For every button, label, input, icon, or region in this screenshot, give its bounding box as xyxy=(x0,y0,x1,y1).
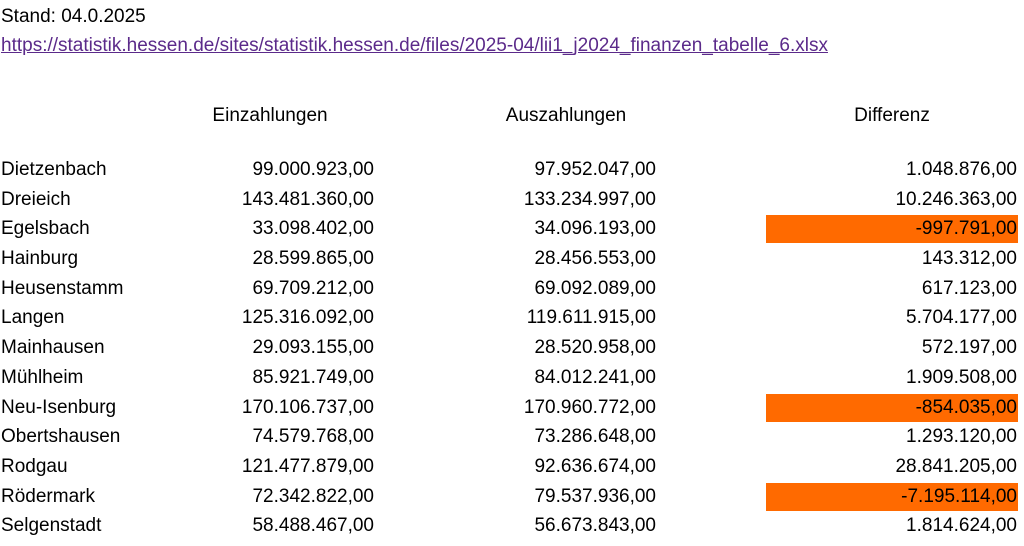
municipality-name[interactable]: Heusenstamm xyxy=(1,277,124,299)
auszahlungen-cell[interactable]: 28.456.553,00 xyxy=(534,248,656,270)
einzahlungen-cell[interactable]: 85.921.749,00 xyxy=(252,366,374,388)
einzahlungen-cell[interactable]: 125.316.092,00 xyxy=(241,307,374,329)
municipality-name[interactable]: Obertshausen xyxy=(1,426,121,448)
table-body: Dietzenbach 99.000.923,00 97.952.047,00 … xyxy=(0,155,1024,541)
municipality-name[interactable]: Rodgau xyxy=(1,455,68,477)
differenz-cell[interactable]: 28.841.205,00 xyxy=(895,455,1017,477)
differenz-cell[interactable]: 1.293.120,00 xyxy=(906,426,1017,448)
auszahlungen-cell[interactable]: 34.096.193,00 xyxy=(534,218,656,240)
differenz-cell[interactable]: -997.791,00 xyxy=(766,215,1018,244)
table-row: Obertshausen 74.579.768,00 73.286.648,00… xyxy=(0,422,1024,452)
municipality-name[interactable]: Egelsbach xyxy=(1,218,90,240)
header-einzahlungen: Einzahlungen xyxy=(212,105,328,126)
differenz-cell[interactable]: 1.909.508,00 xyxy=(906,366,1017,388)
einzahlungen-cell[interactable]: 170.106.737,00 xyxy=(241,396,374,418)
auszahlungen-cell[interactable]: 84.012.241,00 xyxy=(534,366,656,388)
einzahlungen-cell[interactable]: 74.579.768,00 xyxy=(252,426,374,448)
table-row: Selgenstadt 58.488.467,00 56.673.843,00 … xyxy=(0,511,1024,541)
table-row: Neu-Isenburg 170.106.737,00 170.960.772,… xyxy=(0,393,1024,423)
differenz-cell[interactable]: 1.814.624,00 xyxy=(906,515,1017,537)
differenz-cell[interactable]: -7.195.114,00 xyxy=(766,482,1018,511)
auszahlungen-cell[interactable]: 56.673.843,00 xyxy=(534,515,656,537)
differenz-cell[interactable]: -854.035,00 xyxy=(766,393,1018,422)
table-row: Egelsbach 33.098.402,00 34.096.193,00 -9… xyxy=(0,214,1024,244)
differenz-cell[interactable]: 5.704.177,00 xyxy=(906,307,1017,329)
auszahlungen-cell[interactable]: 133.234.997,00 xyxy=(523,188,656,210)
einzahlungen-cell[interactable]: 143.481.360,00 xyxy=(241,188,374,210)
auszahlungen-cell[interactable]: 28.520.958,00 xyxy=(534,337,656,359)
differenz-cell[interactable]: 143.312,00 xyxy=(921,248,1017,270)
municipality-name[interactable]: Mainhausen xyxy=(1,337,105,359)
municipality-name[interactable]: Selgenstadt xyxy=(1,515,102,537)
differenz-cell[interactable]: 1.048.876,00 xyxy=(906,159,1017,180)
municipality-name[interactable]: Dietzenbach xyxy=(1,159,107,180)
header-auszahlungen: Auszahlungen xyxy=(505,105,627,126)
municipality-name[interactable]: Neu-Isenburg xyxy=(1,396,117,418)
source-link[interactable]: https://statistik.hessen.de/sites/statis… xyxy=(1,35,828,56)
auszahlungen-cell[interactable]: 79.537.936,00 xyxy=(534,485,656,507)
municipality-name[interactable]: Dreieich xyxy=(1,188,71,210)
einzahlungen-cell[interactable]: 121.477.879,00 xyxy=(241,455,374,477)
auszahlungen-cell[interactable]: 97.952.047,00 xyxy=(534,159,656,180)
municipality-name[interactable]: Mühlheim xyxy=(1,366,84,388)
table-row: Langen 125.316.092,00 119.611.915,00 5.7… xyxy=(0,303,1024,333)
table-row: Mainhausen 29.093.155,00 28.520.958,00 5… xyxy=(0,333,1024,363)
table-row: Heusenstamm 69.709.212,00 69.092.089,00 … xyxy=(0,274,1024,304)
einzahlungen-cell[interactable]: 99.000.923,00 xyxy=(252,159,374,180)
header-differenz: Differenz xyxy=(854,105,930,126)
stand-date: Stand: 04.0.2025 xyxy=(1,6,146,27)
einzahlungen-cell[interactable]: 72.342.822,00 xyxy=(252,485,374,507)
auszahlungen-cell[interactable]: 69.092.089,00 xyxy=(534,277,656,299)
municipality-name[interactable]: Rödermark xyxy=(1,485,95,507)
table-row: Rödermark 72.342.822,00 79.537.936,00 -7… xyxy=(0,482,1024,512)
table-row: Hainburg 28.599.865,00 28.456.553,00 143… xyxy=(0,244,1024,274)
municipality-name[interactable]: Hainburg xyxy=(1,248,79,270)
einzahlungen-cell[interactable]: 69.709.212,00 xyxy=(252,277,374,299)
einzahlungen-cell[interactable]: 29.093.155,00 xyxy=(252,337,374,359)
differenz-cell[interactable]: 617.123,00 xyxy=(921,277,1017,299)
einzahlungen-cell[interactable]: 28.599.865,00 xyxy=(252,248,374,270)
table-row: Mühlheim 85.921.749,00 84.012.241,00 1.9… xyxy=(0,363,1024,393)
table-row: Dietzenbach 99.000.923,00 97.952.047,00 … xyxy=(0,155,1024,185)
einzahlungen-cell[interactable]: 33.098.402,00 xyxy=(252,218,374,240)
differenz-cell[interactable]: 572.197,00 xyxy=(921,337,1017,359)
auszahlungen-cell[interactable]: 92.636.674,00 xyxy=(534,455,656,477)
auszahlungen-cell[interactable]: 73.286.648,00 xyxy=(534,426,656,448)
municipality-name[interactable]: Langen xyxy=(1,307,65,329)
table-row: Dreieich 143.481.360,00 133.234.997,00 1… xyxy=(0,185,1024,215)
differenz-cell[interactable]: 10.246.363,00 xyxy=(895,188,1017,210)
auszahlungen-cell[interactable]: 170.960.772,00 xyxy=(523,396,656,418)
einzahlungen-cell[interactable]: 58.488.467,00 xyxy=(252,515,374,537)
auszahlungen-cell[interactable]: 119.611.915,00 xyxy=(526,307,656,329)
table-row: Rodgau 121.477.879,00 92.636.674,00 28.8… xyxy=(0,452,1024,482)
